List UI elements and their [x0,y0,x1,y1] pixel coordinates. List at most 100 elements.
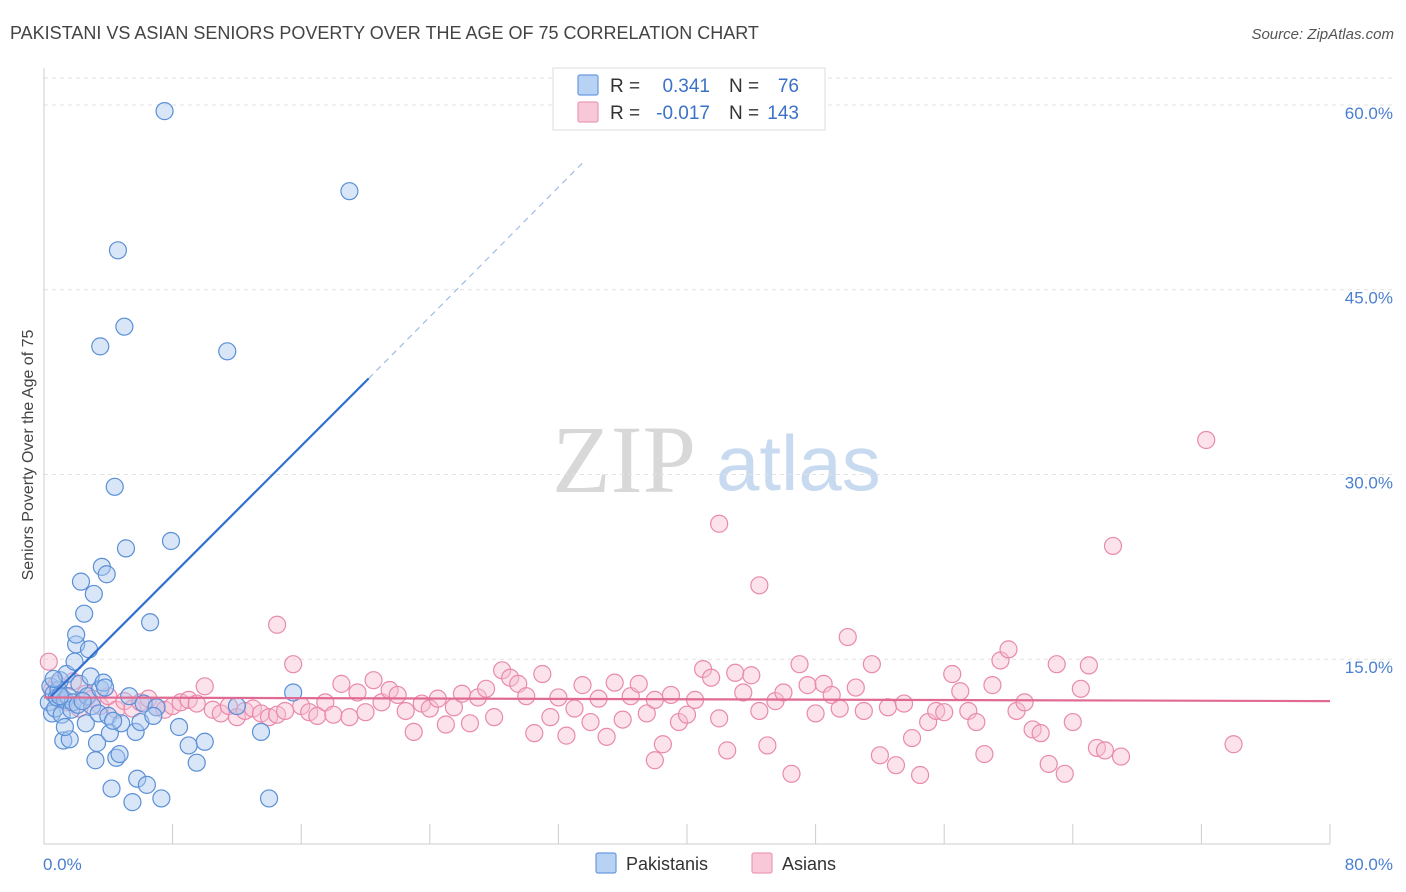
asians-point-135 [1111,747,1131,766]
asians-point-57 [476,679,496,698]
asians-point-65 [541,708,560,727]
y-tick-labels: 15.0% 30.0% 45.0% 60.0% [1345,104,1393,677]
asians-point-77 [637,704,656,723]
legend-r-value-1: 0.341 [662,76,710,97]
asians-point-58 [485,708,504,727]
asians-point-132 [1079,656,1098,675]
asians-point-66 [549,688,568,707]
asians-point-86 [710,709,729,728]
watermark-atlas: atlas [716,419,881,507]
bottom-legend-asians: Asians [782,854,836,874]
y-tick-label-2: 45.0% [1345,289,1393,308]
asians-point-126 [1031,724,1050,743]
asians-point-38 [324,705,343,724]
pakistanis-point-70 [44,669,63,689]
pakistanis-point-47 [123,793,142,812]
asians-point-76 [629,674,648,693]
asians-point-129 [1055,764,1074,783]
pakistanis-point-67 [144,706,163,725]
asians-point-138 [710,514,729,533]
asians-point-90 [742,666,761,685]
asians-point-47 [396,701,415,721]
asians-point-85 [702,668,721,687]
pakistanis-point-60 [187,753,206,772]
asians-point-104 [854,701,873,721]
asians-point-55 [460,714,480,733]
asians-point-95 [782,764,801,783]
pakistanis-point-49 [128,769,147,788]
pakistanis-point-63 [251,722,271,742]
pakistanis-point-71 [55,717,74,737]
asians-point-140 [750,576,769,595]
asians-point-64 [533,664,552,684]
asians-point-0 [39,652,58,671]
asians-point-94 [774,683,793,702]
legend-n-label-2: N = [729,103,759,124]
y-tick-label-3: 60.0% [1345,104,1393,123]
asians-point-96 [790,655,809,674]
asians-point-39 [332,674,351,693]
asians-point-87 [718,741,737,760]
asians-point-119 [975,744,994,764]
legend-n-label-1: N = [729,76,759,97]
x-axis-ticks [43,824,1331,844]
asians-point-63 [525,724,544,743]
asians-point-52 [436,715,455,734]
pakistanis-point-28 [86,751,105,770]
asians-point-131 [1071,679,1090,698]
asians-point-139 [1103,536,1123,556]
asians-point-97 [798,676,817,695]
pakistanis-point-21 [75,604,94,623]
pakistanis-point-62 [218,342,237,361]
pakistanis-point-9 [54,731,73,750]
pakistanis-point-74 [227,696,246,716]
pakistanis-points [39,102,359,812]
asians-point-36 [308,706,327,725]
legend-r-label-1: R = [610,76,640,97]
asians-point-120 [983,676,1002,695]
asians-point-42 [356,703,375,722]
asians-trend-line [43,696,1331,703]
pakistanis-point-59 [179,736,198,755]
asians-point-46 [388,685,407,705]
asians-point-74 [613,710,632,729]
watermark-zip: ZIP [552,406,696,513]
asians-point-72 [597,727,616,746]
pakistanis-point-48 [126,722,145,742]
pakistanis-point-20 [71,572,91,591]
asians-point-88 [726,663,745,682]
asians-point-130 [1063,712,1082,732]
pakistanis-point-24 [79,640,99,659]
asians-point-116 [951,682,970,701]
pakistanis-point-64 [259,789,279,808]
gridlines [44,77,1392,660]
asians-point-91 [750,701,769,721]
pakistanis-point-29 [87,733,107,753]
pakistanis-trend-extension [368,162,583,379]
pakistanis-point-57 [161,531,181,551]
trend-lines [43,162,1331,703]
asians-point-102 [838,627,857,647]
pakistanis-point-35 [97,565,116,584]
asians-point-67 [557,726,576,745]
asians-point-70 [581,712,600,732]
pakistanis-point-72 [67,625,86,644]
watermark: ZIP atlas [552,406,881,513]
asians-point-110 [902,728,922,748]
pakistanis-point-56 [155,102,174,121]
pakistanis-point-75 [104,711,123,730]
x-tick-label-min: 0.0% [43,855,82,874]
y-tick-label-1: 30.0% [1345,473,1393,492]
asians-point-101 [830,699,849,718]
asians-point-111 [910,765,930,785]
pakistanis-point-38 [102,779,121,798]
pakistanis-point-66 [91,337,110,356]
pakistanis-point-68 [50,687,70,706]
asians-point-124 [1015,693,1034,712]
asians-point-118 [967,712,986,732]
bottom-legend: Pakistanis Asians [595,852,836,874]
asians-point-115 [943,664,962,684]
asians-point-142 [645,751,664,770]
asians-point-106 [870,746,890,765]
